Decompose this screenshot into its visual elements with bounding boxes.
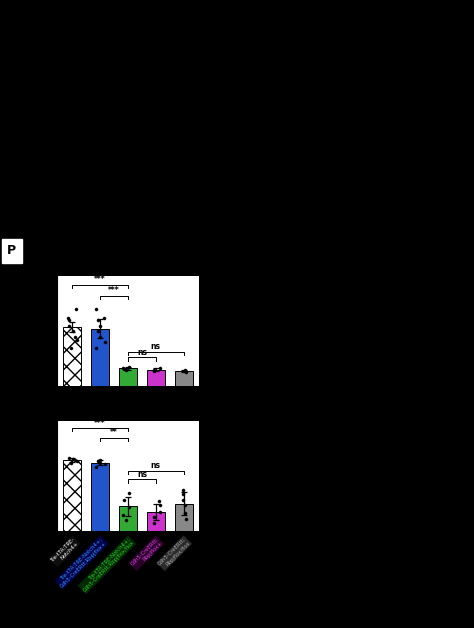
Point [155, 496, 163, 506]
Bar [147, 512, 165, 531]
Point [65, 453, 73, 463]
Bar [174, 371, 192, 386]
Text: ns: ns [137, 470, 147, 479]
Point [92, 343, 100, 353]
Bar [91, 462, 109, 531]
Point [181, 366, 189, 376]
Point [179, 489, 187, 499]
Point [101, 337, 109, 347]
Point [182, 365, 189, 375]
Point [182, 500, 189, 510]
Point [182, 367, 190, 377]
Point [119, 509, 127, 519]
Point [120, 364, 128, 374]
Point [71, 332, 79, 342]
Bar [174, 504, 192, 531]
Bar [64, 327, 82, 386]
Point [94, 315, 102, 325]
Bar [119, 369, 137, 386]
Point [96, 457, 104, 467]
Text: Q: Q [3, 274, 13, 287]
Point [67, 343, 75, 353]
Point [101, 459, 109, 469]
Point [120, 495, 128, 505]
Point [67, 458, 75, 468]
Point [65, 315, 73, 325]
Point [179, 485, 187, 495]
Point [97, 321, 104, 331]
Point [97, 455, 104, 465]
Text: ***: *** [94, 275, 106, 284]
Point [65, 321, 73, 331]
Point [119, 364, 127, 374]
Point [156, 507, 164, 517]
Text: P: P [7, 244, 16, 257]
Point [70, 454, 77, 464]
Point [73, 456, 81, 466]
Text: R: R [3, 418, 12, 431]
Point [156, 364, 164, 374]
Point [100, 313, 108, 323]
Y-axis label: AV connection
diameter (μm): AV connection diameter (μm) [18, 303, 38, 359]
Text: **: ** [110, 428, 118, 437]
Text: Tie-tTA;TRE-Notch4+;
Cdh5-CreERtt;Rbpjflox/flox: Tie-tTA;TRE-Notch4+; Cdh5-CreERtt;Rbpjfl… [78, 536, 136, 593]
Y-axis label: % Fluorescence lungs/
lungs + brain: % Fluorescence lungs/ lungs + brain [14, 433, 33, 519]
Point [150, 512, 158, 522]
Point [122, 515, 129, 525]
Point [70, 327, 77, 337]
Bar [119, 506, 137, 531]
Point [94, 327, 101, 337]
Point [71, 455, 79, 465]
Point [73, 335, 81, 345]
Text: ns: ns [151, 342, 161, 351]
Point [151, 366, 158, 376]
Point [150, 365, 158, 375]
Point [94, 456, 101, 466]
Point [72, 304, 80, 314]
Point [181, 508, 189, 518]
Text: Cdh5-CreERtt;
Rbpjflox+: Cdh5-CreERtt; Rbpjflox+ [129, 536, 164, 570]
Point [96, 332, 104, 342]
Text: ***: *** [94, 418, 106, 428]
Text: ***: *** [108, 286, 120, 295]
Text: ns: ns [137, 348, 147, 357]
Point [125, 362, 133, 372]
Text: ns: ns [151, 461, 161, 470]
Point [182, 514, 190, 524]
Point [122, 365, 129, 375]
Point [92, 462, 100, 472]
Text: Cdh5-CreERtt;
Rbpjflox/flox: Cdh5-CreERtt; Rbpjflox/flox [157, 536, 191, 570]
Point [179, 495, 186, 505]
Bar [64, 460, 82, 531]
Text: Tie-tTA;TRE-Notch4+;
Cdh5-CreERtt;Rbpjflox+: Tie-tTA;TRE-Notch4+; Cdh5-CreERtt;Rbpjfl… [55, 536, 108, 588]
Bar [147, 370, 165, 386]
Bar [91, 328, 109, 386]
Text: Tie-tTA;TRE-
Notch4+: Tie-tTA;TRE- Notch4+ [50, 536, 80, 566]
Point [125, 502, 133, 512]
Point [64, 313, 72, 323]
Point [151, 518, 158, 528]
Point [156, 500, 164, 510]
Point [125, 487, 133, 497]
Point [92, 304, 100, 314]
